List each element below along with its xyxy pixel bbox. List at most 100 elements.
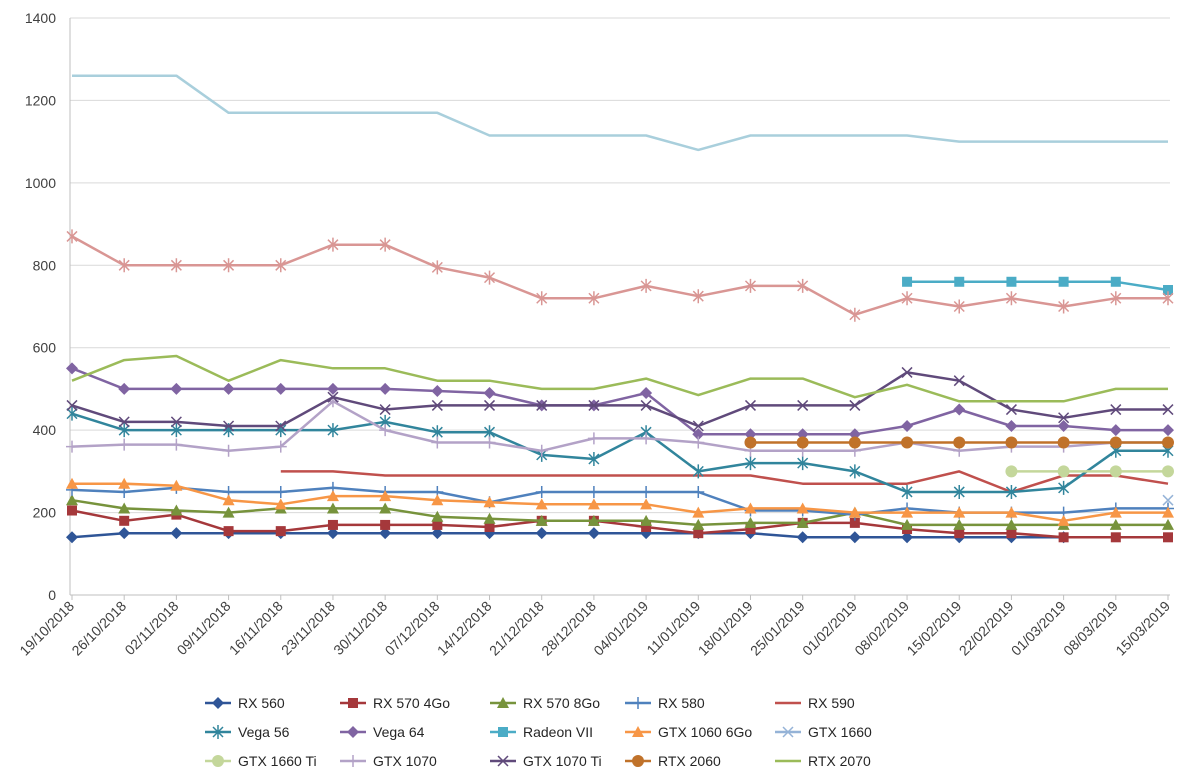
- legend-swatch-marker: [212, 725, 224, 739]
- data-point-gtx-1070-ti: [327, 391, 339, 403]
- data-point-gtx-1070-ti: [953, 375, 965, 387]
- legend-label: Vega 64: [373, 724, 425, 740]
- data-point-rx-570-8go: [483, 512, 496, 524]
- data-point-gtx-1060-6go: [1162, 506, 1174, 518]
- series-line-gtx-1060-6go: [72, 482, 1168, 523]
- data-point-vega-64: [640, 387, 653, 400]
- legend: RX 560 RX 570 4Go RX 570 8Go RX 580 RX 590 Ve…: [205, 695, 872, 783]
- data-point-vega-64: [274, 382, 287, 395]
- data-point-rtx-2080: [223, 258, 235, 273]
- series-lines: [66, 74, 1174, 544]
- data-point-rx-570-8go: [431, 510, 444, 522]
- data-point-radeon-vii: [1058, 276, 1069, 287]
- data-point-rx-560: [379, 527, 392, 540]
- data-point-vega-56: [849, 464, 861, 479]
- data-point-rx-570-8go: [953, 518, 966, 530]
- data-point-rx-580: [535, 485, 548, 498]
- x-tick-label: 28/12/2018: [538, 598, 599, 659]
- data-point-rx-570-4go: [432, 519, 443, 530]
- data-point-rx-570-4go: [67, 505, 77, 516]
- legend-item-vega-56: Vega 56: [205, 724, 290, 740]
- data-point-rx-580: [640, 485, 653, 498]
- data-point-gtx-1060-6go: [274, 498, 287, 510]
- x-tick-label: 01/03/2019: [1008, 598, 1069, 659]
- data-point-rx-570-8go: [66, 494, 78, 506]
- data-point-gtx-1070: [587, 432, 600, 445]
- legend-swatch-marker: [632, 726, 644, 737]
- data-point-vega-64: [796, 428, 809, 441]
- data-point-gtx-1660-ti: [1109, 465, 1122, 478]
- data-point-gtx-1070-ti: [223, 420, 235, 432]
- data-point-vega-64: [692, 428, 705, 441]
- x-tick-label: 18/01/2019: [695, 598, 756, 659]
- data-point-rx-560: [118, 527, 131, 540]
- data-point-rx-560: [535, 527, 548, 540]
- legend-item-gtx-1660-ti: GTX 1660 Ti: [205, 753, 317, 769]
- data-point-rtx-2080: [170, 258, 182, 273]
- legend-label: RX 580: [658, 695, 705, 711]
- data-point-rx-570-4go: [380, 519, 391, 530]
- data-point-gtx-1070-ti: [1058, 412, 1070, 424]
- series-rtx-2080-ti: [72, 74, 1168, 152]
- series-rtx-2080: [66, 229, 1174, 322]
- data-point-gtx-1060-6go: [587, 498, 600, 510]
- series-line-gtx-1070-ti: [71, 371, 1168, 428]
- data-point-vega-56: [953, 484, 965, 499]
- data-point-gtx-1070: [431, 436, 444, 449]
- series-gtx-1660-ti: [1005, 465, 1174, 478]
- data-point-gtx-1660-ti: [1005, 465, 1018, 478]
- data-point-rtx-2080: [66, 229, 78, 244]
- data-point-gtx-1060-6go: [483, 496, 496, 508]
- data-point-rtx-2060: [848, 436, 861, 449]
- data-point-rx-560: [66, 531, 78, 544]
- legend-swatch-marker: [347, 755, 359, 767]
- data-point-rtx-2060: [1057, 436, 1070, 449]
- data-point-vega-64: [66, 362, 78, 375]
- data-point-vega-56: [744, 456, 757, 471]
- data-point-vega-64: [1109, 424, 1122, 437]
- data-point-rx-570-8go: [1162, 518, 1174, 530]
- legend-label: GTX 1660 Ti: [238, 753, 317, 769]
- data-point-gtx-1070: [640, 432, 653, 445]
- data-point-rx-570-4go: [849, 517, 860, 528]
- legend-swatch-marker: [497, 755, 509, 767]
- data-point-gtx-1060-6go: [640, 498, 653, 510]
- data-point-gtx-1070-ti: [536, 399, 548, 411]
- data-point-gtx-1070: [170, 438, 183, 451]
- legend-label: RX 570 8Go: [523, 695, 600, 711]
- data-point-rtx-2080: [431, 260, 443, 275]
- data-point-gtx-1060-6go: [1005, 506, 1018, 518]
- data-point-vega-56: [797, 456, 809, 471]
- x-tick-label: 04/01/2019: [590, 598, 651, 659]
- legend-label: RX 560: [238, 695, 285, 711]
- data-point-rx-580: [587, 485, 600, 498]
- data-point-vega-56: [327, 423, 339, 438]
- series-rtx-2070: [71, 354, 1168, 403]
- legend-label: GTX 1070 Ti: [523, 753, 602, 769]
- data-point-rx-570-8go: [796, 516, 809, 528]
- x-tick-label: 07/12/2018: [382, 598, 443, 659]
- data-point-rx-570-4go: [954, 528, 965, 539]
- data-point-rx-560: [587, 527, 600, 540]
- legend-swatch-marker: [497, 697, 509, 708]
- legend-item-rx-570-8go: RX 570 8Go: [490, 695, 600, 711]
- data-point-rx-570-4go: [484, 521, 495, 532]
- data-point-radeon-vii: [1006, 276, 1017, 287]
- data-point-rtx-2060: [1109, 436, 1122, 449]
- series-vega-56: [66, 406, 1174, 499]
- data-point-gtx-1060-6go: [848, 506, 861, 518]
- x-tick-label: 19/10/2018: [16, 598, 77, 659]
- data-point-rtx-2080: [953, 299, 965, 314]
- data-point-gtx-1070: [379, 424, 392, 437]
- series-line-radeon-vii: [907, 280, 1169, 292]
- x-tick-label: 08/03/2019: [1060, 598, 1121, 659]
- data-point-rtx-2080: [1162, 291, 1174, 306]
- data-point-gtx-1070-ti: [1162, 404, 1174, 416]
- data-point-gtx-1060-6go: [901, 506, 914, 518]
- data-point-gtx-1660: [1162, 494, 1174, 506]
- data-point-vega-56: [1058, 480, 1070, 495]
- legend-label: Vega 56: [238, 724, 290, 740]
- series-line-rtx-2070: [71, 354, 1168, 403]
- legend-item-radeon-vii: Radeon VII: [490, 724, 593, 740]
